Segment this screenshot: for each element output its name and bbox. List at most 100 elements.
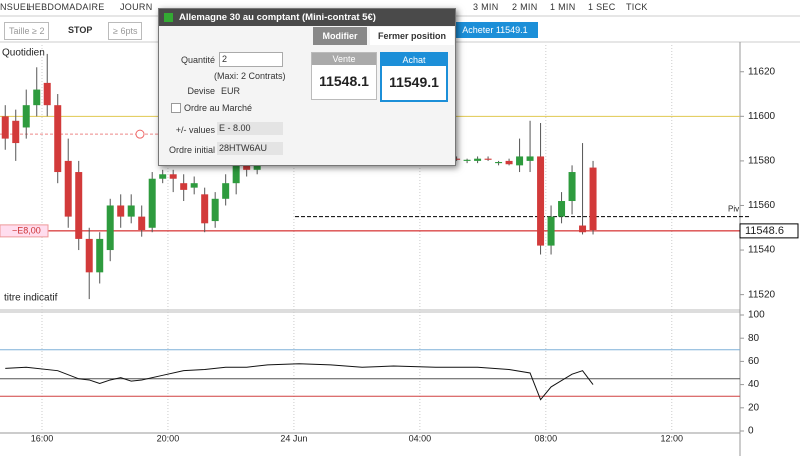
stop-label: −E8,00 (12, 225, 41, 235)
candle-body (505, 160, 513, 165)
candle-body (75, 172, 83, 239)
order-dialog: Allemagne 30 au comptant (Mini-contrat 5… (158, 8, 456, 166)
x-tick-label: 24 Jun (280, 433, 307, 443)
rsi-line (5, 363, 594, 401)
separator (0, 309, 740, 313)
sell-price: 11548.1 (319, 73, 369, 89)
label: +/- values (175, 125, 215, 135)
y-tick-label: 11560 (748, 200, 776, 211)
market-order[interactable]: Ordre au Marché (184, 103, 253, 113)
candle-body (453, 158, 461, 160)
candle-body (243, 165, 251, 170)
buy-label: Achat (382, 54, 446, 66)
candle-body (222, 183, 230, 199)
values-field: E - 8.00 (217, 122, 283, 135)
candle-body (526, 156, 534, 161)
buy-button[interactable]: Acheter 11549.1 (452, 22, 538, 38)
period-label: Quotidien (2, 48, 45, 59)
tab[interactable]: 1 SEC (588, 2, 616, 12)
max: (Maxi: 2 Contrats) (214, 71, 286, 81)
title-text: Allemagne 30 au comptant (Mini-contrat 5… (179, 12, 376, 23)
y-tick-label: 100 (748, 310, 765, 321)
x-tick-label: 08:00 (535, 433, 558, 443)
tab[interactable]: NSUEL (0, 2, 32, 12)
candle-body (568, 172, 576, 202)
pivot-label: Piv (728, 205, 739, 214)
y-tick-label: 11540 (748, 245, 776, 256)
label: Quantité (180, 55, 215, 65)
tab[interactable]: 2 MIN (512, 2, 538, 12)
tab[interactable]: 3 MIN (473, 2, 499, 12)
tab[interactable]: HEBDOMADAIRE (28, 2, 105, 12)
order-marker (135, 129, 145, 139)
tab-modify[interactable]: Modifier (313, 27, 367, 45)
y-tick-label: 80 (748, 333, 760, 344)
quantity-input[interactable]: 2 (219, 52, 283, 67)
points-filter[interactable]: ≥ 6pts (108, 22, 143, 40)
last-label: 11548.6 (745, 225, 784, 237)
candle-body (159, 174, 167, 179)
tab[interactable]: 1 MIN (550, 2, 576, 12)
candle-body (484, 158, 492, 160)
last-box (739, 223, 799, 239)
stop-box (0, 224, 49, 238)
candle-body (127, 205, 135, 217)
label: Devise (187, 86, 215, 96)
tab[interactable]: TICK (626, 2, 648, 12)
initial-field: 28HTW6AU (217, 142, 283, 155)
tab-close[interactable]: Fermer position (370, 27, 454, 45)
candle-body (43, 82, 51, 106)
candle-body (180, 183, 188, 190)
candle-body (106, 205, 114, 251)
sell-label: Vente (312, 53, 376, 65)
label: Ordre initial (168, 145, 215, 155)
icon (164, 13, 173, 22)
candle-body (589, 167, 597, 230)
candle-body (169, 174, 177, 179)
y-tick-label: 11520 (748, 289, 776, 300)
dialog-title: Allemagne 30 au comptant (Mini-contrat 5… (159, 9, 455, 26)
candle-body (190, 183, 198, 188)
candle-body (537, 156, 545, 246)
note: titre indicatif (4, 293, 58, 304)
buy-price: 11549.1 (389, 74, 439, 90)
buy-box[interactable]: Achat 11549.1 (380, 52, 448, 102)
y-tick-label: 40 (748, 379, 760, 390)
candle-body (1, 116, 9, 139)
candle-body (12, 120, 20, 144)
candle-body (138, 216, 146, 230)
candle-body (579, 225, 587, 233)
x-tick-label: 04:00 (409, 433, 432, 443)
sell-box[interactable]: Vente 11548.1 (311, 52, 377, 100)
candle-body (558, 201, 566, 217)
x-tick-label: 12:00 (661, 433, 684, 443)
candle-body (22, 105, 30, 128)
size-filter[interactable]: Taille ≥ 2 (4, 22, 50, 40)
candle-body (201, 194, 209, 224)
candle-body (54, 105, 62, 173)
y-tick-label: 11600 (748, 111, 776, 122)
y-tick-label: 11620 (748, 66, 776, 77)
candle-body (463, 159, 471, 161)
candle-body (85, 238, 93, 273)
y-tick-label: 11580 (748, 156, 776, 167)
currency: EUR (221, 86, 241, 96)
y-tick-label: 0 (748, 426, 754, 437)
candle-body (474, 158, 482, 161)
stop[interactable]: STOP (68, 25, 93, 35)
candle-body (96, 238, 104, 273)
x-tick-label: 20:00 (157, 433, 180, 443)
y-tick-label: 60 (748, 356, 760, 367)
candle-body (495, 162, 503, 164)
y-tick-label: 20 (748, 402, 760, 413)
candle-body (547, 216, 555, 246)
candle-body (516, 156, 524, 166)
candle-body (148, 178, 156, 228)
candle-body (33, 89, 41, 106)
tab[interactable]: JOURN (120, 2, 153, 12)
candle-body (211, 198, 219, 222)
candle-body (64, 160, 72, 217)
checkbox[interactable] (171, 103, 181, 113)
